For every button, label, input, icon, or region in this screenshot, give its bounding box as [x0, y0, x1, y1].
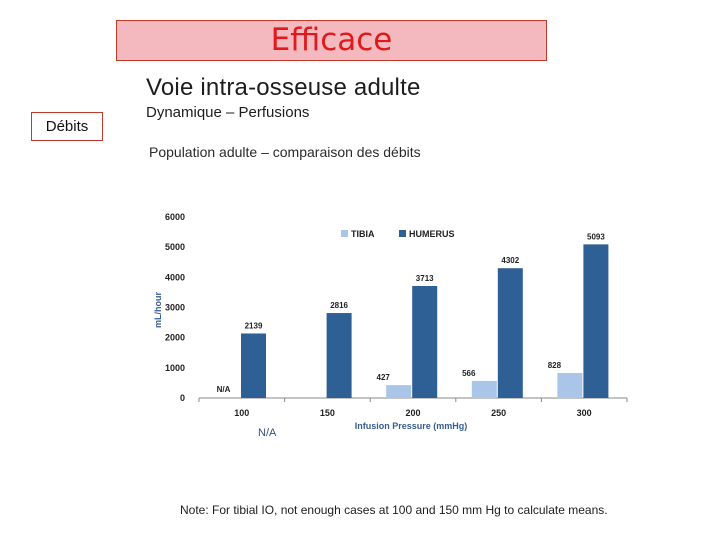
data-label: N/A — [217, 385, 231, 394]
heading-main: Voie intra-osseuse adulte — [146, 74, 421, 101]
y-tick-label: 0 — [180, 393, 185, 403]
chart-heading: Population adulte – comparaison des débi… — [149, 144, 421, 160]
bar-humerus — [412, 285, 438, 398]
bar-humerus — [326, 313, 352, 398]
data-label: 566 — [462, 369, 476, 378]
bar-humerus — [497, 268, 523, 398]
legend-swatch — [341, 230, 348, 237]
x-tick-label: 250 — [491, 408, 506, 418]
y-tick-label: 4000 — [165, 272, 185, 282]
bar-tibia — [386, 385, 412, 398]
x-tick-label: 150 — [320, 408, 335, 418]
data-label: 2139 — [245, 321, 263, 330]
y-tick-label: 2000 — [165, 333, 185, 343]
side-label-box: Débits — [31, 112, 103, 141]
bar-humerus — [241, 333, 266, 398]
y-tick-label: 6000 — [165, 212, 185, 222]
bar-tibia — [471, 380, 497, 398]
y-tick-label: 1000 — [165, 363, 185, 373]
data-label: 2816 — [330, 301, 348, 310]
data-label: 5093 — [587, 232, 605, 241]
legend-swatch — [399, 230, 406, 237]
heading-sub: Dynamique – Perfusions — [146, 104, 310, 121]
bar-tibia — [557, 373, 583, 398]
data-label: 828 — [548, 361, 562, 370]
x-tick-label: 100 — [234, 408, 249, 418]
legend-label: TIBIA — [351, 229, 375, 239]
data-label: 4302 — [501, 256, 519, 265]
y-tick-label: 3000 — [165, 303, 185, 313]
slide-title: Efficace — [270, 22, 393, 58]
legend-label: HUMERUS — [409, 229, 455, 239]
y-axis-title: mL/hour — [153, 292, 163, 328]
slide-title-box: Efficace — [116, 20, 547, 61]
x-tick-label: 200 — [405, 408, 420, 418]
note-text: Note: For tibial IO, not enough cases at… — [180, 503, 608, 517]
data-label: 427 — [377, 373, 391, 382]
bar-humerus — [583, 244, 609, 398]
y-tick-label: 5000 — [165, 242, 185, 252]
data-label: 3713 — [416, 274, 434, 283]
side-label: Débits — [45, 118, 89, 135]
x-tick-label: 300 — [577, 408, 592, 418]
x-axis-title: Infusion Pressure (mmHg) — [355, 421, 468, 431]
na-label: N/A — [258, 427, 277, 439]
